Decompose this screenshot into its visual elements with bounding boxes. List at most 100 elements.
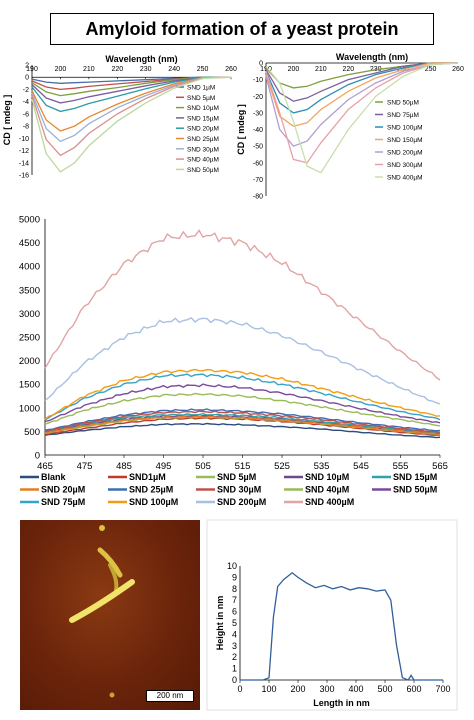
- cd1-series-line: [31, 76, 232, 143]
- cd1-x-axis-label: Wavelength (nm): [105, 54, 177, 64]
- cd1-y-tick-label: -8: [23, 124, 29, 131]
- fluor-series-line: [44, 422, 441, 439]
- fluor-x-tick-label: 515: [235, 461, 251, 472]
- fluor-series-line: [44, 412, 441, 434]
- cd1-y-tick-label: -6: [23, 111, 29, 118]
- cd1-y-tick-label: -2: [23, 87, 29, 94]
- cd1-legend-label: SND 20µM: [187, 126, 219, 133]
- fluor-series-line: [44, 392, 441, 427]
- profile-x-tick-label: 100: [261, 684, 276, 694]
- cd2-legend-label: SND 300µM: [387, 162, 423, 169]
- fluor-x-tick-label: 555: [393, 461, 409, 472]
- fluor-legend-label: Blank: [41, 472, 67, 482]
- fluor-legend-label: SND 100µM: [129, 497, 178, 507]
- profile-y-tick-label: 3: [232, 641, 237, 651]
- fluor-legend-label: SND 40µM: [305, 485, 349, 495]
- fluor-y-tick-label: 5000: [19, 215, 40, 226]
- cd1-y-axis-label: CD [ mdeg ]: [2, 95, 12, 146]
- fluor-series-line: [44, 408, 441, 432]
- profile-x-tick-label: 300: [319, 684, 334, 694]
- cd1-x-tick-label: 220: [111, 66, 123, 73]
- cd2-series-line: [265, 62, 458, 127]
- fluor-x-tick-label: 525: [274, 461, 290, 472]
- cd1-series-line: [31, 76, 232, 173]
- fibril-image: [69, 525, 135, 698]
- cd1-x-tick-label: 190: [26, 66, 38, 73]
- cd1-y-tick-label: -4: [23, 99, 29, 106]
- cd2-x-tick-label: 240: [397, 66, 409, 73]
- cd1-legend-label: SND 30µM: [187, 146, 219, 153]
- fluor-legend-label: SND 400µM: [305, 497, 354, 507]
- profile-x-tick-label: 500: [377, 684, 392, 694]
- cd1-x-tick-label: 240: [168, 66, 180, 73]
- fluor-legend-label: SND 200µM: [217, 497, 266, 507]
- cd1-x-tick-label: 230: [140, 66, 152, 73]
- profile-y-tick-label: 5: [232, 618, 237, 628]
- profile-x-tick-label: 200: [290, 684, 305, 694]
- fluor-y-tick-label: 4500: [19, 238, 40, 249]
- cd1-series-line: [31, 76, 231, 113]
- cd2-x-tick-label: 190: [260, 66, 272, 73]
- cd2-x-tick-label: 200: [288, 66, 300, 73]
- fluor-legend-label: SND 20µM: [41, 485, 85, 495]
- fluor-x-tick-label: 535: [314, 461, 330, 472]
- fluor-y-tick-label: 2500: [19, 333, 40, 344]
- scale-bar: 200 nm: [146, 690, 194, 702]
- fluor-x-tick-label: 545: [353, 461, 369, 472]
- cd1-legend-label: SND 40µM: [187, 157, 219, 164]
- cd1-y-tick-label: 2: [25, 63, 29, 70]
- fluor-series-line: [44, 416, 441, 436]
- fluor-y-tick-label: 0: [35, 451, 40, 462]
- cd1-legend-label: SND 50µM: [187, 167, 219, 174]
- profile-x-tick-label: 600: [406, 684, 421, 694]
- profile-line: [240, 571, 443, 681]
- fluor-x-tick-label: 505: [195, 461, 211, 472]
- cd2-y-tick-label: -40: [253, 127, 263, 134]
- fluor-x-tick-label: 475: [77, 461, 93, 472]
- cd2-x-tick-label: 260: [452, 66, 464, 73]
- cd1-y-tick-label: -10: [19, 136, 29, 143]
- cd1-y-tick-label: 0: [25, 75, 29, 82]
- fluor-series-line: [44, 415, 441, 435]
- cd2-legend-label: SND 50µM: [387, 100, 419, 107]
- cd2-y-tick-label: 0: [259, 61, 263, 68]
- cd2-x-tick-label: 230: [370, 66, 382, 73]
- fluor-series-line: [44, 229, 441, 381]
- fluor-legend-label: SND1µM: [129, 472, 166, 482]
- cd1-legend-label: SND 1µM: [187, 85, 215, 92]
- profile-y-tick-label: 4: [232, 629, 237, 639]
- cd2-y-tick-label: -30: [253, 110, 263, 117]
- afm-image: 200 nm: [20, 520, 200, 710]
- profile-y-tick-label: 6: [232, 607, 237, 617]
- cd2-legend-label: SND 100µM: [387, 125, 423, 132]
- fluor-x-tick-label: 485: [116, 461, 132, 472]
- fluor-series-line: [44, 417, 441, 437]
- fluor-series-line: [44, 373, 441, 421]
- cd2-x-tick-label: 210: [315, 66, 327, 73]
- profile-y-tick-label: 1: [232, 664, 237, 674]
- fluor-series-line: [44, 410, 441, 434]
- cd1-legend-label: SND 5µM: [187, 95, 215, 102]
- cd2-series-line: [265, 62, 459, 147]
- profile-y-tick-label: 8: [232, 584, 237, 594]
- cd1-series-line: [31, 76, 231, 84]
- cd2-y-tick-label: -50: [253, 144, 263, 151]
- profile-y-tick-label: 2: [232, 652, 237, 662]
- profile-y-tick-label: 0: [232, 675, 237, 685]
- cd1-x-tick-label: 210: [83, 66, 95, 73]
- fluor-legend-label: SND 10µM: [305, 472, 349, 482]
- fluor-legend-label: SND 5µM: [217, 472, 256, 482]
- cd1-series-line: [31, 76, 232, 157]
- fluor-x-tick-label: 565: [432, 461, 448, 472]
- profile-y-tick-label: 9: [232, 572, 237, 582]
- cd1-legend-label: SND 10µM: [187, 105, 219, 112]
- fluor-series-line: [44, 368, 441, 420]
- fluor-y-tick-label: 2000: [19, 356, 40, 367]
- cd1-series-line: [31, 76, 231, 91]
- profile-y-tick-label: 7: [232, 595, 237, 605]
- cd1-y-tick-label: -14: [19, 160, 29, 167]
- figure-title: Amyloid formation of a yeast protein: [50, 13, 434, 45]
- cd2-legend-label: SND 150µM: [387, 137, 423, 144]
- fluor-legend-label: SND 75µM: [41, 497, 85, 507]
- cd1-x-tick-label: 200: [55, 66, 67, 73]
